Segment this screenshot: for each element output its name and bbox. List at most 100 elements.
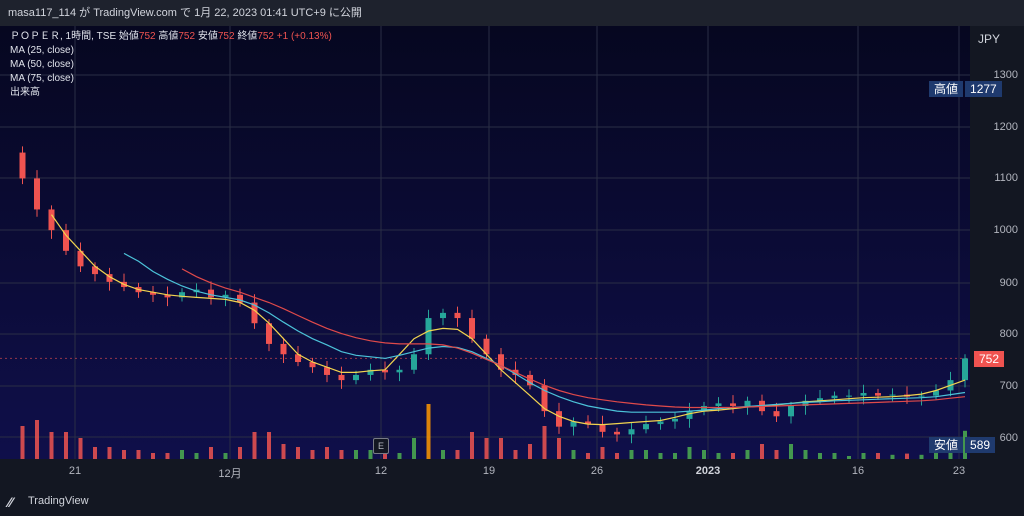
volume-bar-23 [339, 450, 344, 459]
candle-body-5 [77, 250, 84, 267]
candle-body-51 [744, 400, 751, 406]
price-axis[interactable]: JPY 1300 1200 1100 1000 900 800 700 600 [970, 26, 1024, 485]
candle-body-26 [382, 369, 388, 373]
legend-ma75[interactable]: MA (75, close) [10, 73, 74, 84]
volume-bar-45 [658, 453, 663, 459]
volume-bar-62 [905, 453, 909, 459]
volume-bar-51 [745, 450, 750, 459]
candle-body-39 [570, 421, 577, 427]
volume-bar-18 [267, 432, 271, 459]
earnings-event-marker[interactable]: E [373, 438, 389, 454]
change-value: +1 (+0.13%) [276, 31, 332, 42]
candle-body-7 [106, 274, 113, 282]
candle-body-50 [730, 403, 736, 406]
symbol-line[interactable]: ＰＯＰＥＲ, 1時間, TSE [10, 31, 117, 42]
tradingview-logo-icon: ⁄⁄ [8, 494, 13, 510]
volume-bar-31 [455, 450, 460, 459]
volume-bar-56 [818, 453, 822, 459]
candle-body-61 [889, 394, 896, 396]
legend-ma25[interactable]: MA (25, close) [10, 45, 74, 56]
candle-body-66 [962, 358, 968, 381]
y-tick-800: 800 [999, 328, 1018, 340]
volume-bar-21 [310, 450, 315, 459]
candle-body-38 [556, 411, 562, 427]
volume-bar-52 [760, 444, 764, 459]
volume-bar-7 [107, 447, 112, 459]
x-tick-23: 23 [952, 465, 966, 477]
candle-body-58 [846, 395, 852, 397]
candle-body-19 [280, 343, 287, 355]
ma-line-1 [51, 214, 966, 426]
chart-area[interactable] [0, 26, 970, 459]
x-tick-26: 26 [590, 465, 604, 477]
volume-bar-43 [629, 450, 634, 459]
high-badge-label: 高値 [929, 81, 964, 97]
volume-bar-64 [934, 450, 938, 459]
ma-line-2 [123, 252, 966, 413]
candle-body-64 [933, 390, 939, 396]
candle-body-6 [92, 266, 98, 275]
candle-body-36 [527, 374, 533, 386]
volume-bar-8 [122, 450, 126, 459]
volume-bar-53 [774, 450, 779, 459]
y-tick-600: 600 [999, 432, 1018, 444]
volume-bar-57 [832, 453, 837, 459]
y-tick-1000: 1000 [993, 224, 1018, 236]
low-value: 752 [217, 31, 235, 42]
volume-bar-24 [354, 450, 358, 459]
candle-body-29 [425, 318, 432, 355]
legend-ma50[interactable]: MA (50, close) [10, 59, 74, 70]
candle-body-47 [686, 411, 693, 419]
candle-body-23 [338, 374, 345, 381]
volume-bar-58 [847, 456, 851, 459]
candle-body-31 [454, 312, 461, 319]
y-tick-1100: 1100 [994, 172, 1018, 184]
volume-bar-29 [426, 404, 431, 459]
volume-bar-6 [93, 447, 97, 459]
volume-bar-41 [600, 447, 605, 459]
volume-bar-46 [673, 453, 677, 459]
volume-bar-2 [35, 420, 39, 459]
publish-header: masa117_114 が TradingView.com で 1月 22, 2… [0, 0, 1024, 26]
volume-bar-34 [499, 438, 503, 459]
candle-body-20 [295, 354, 301, 363]
candle-body-41 [599, 424, 606, 432]
candle-body-57 [831, 395, 838, 399]
volume-bar-27 [397, 453, 402, 459]
candle-body-27 [396, 369, 403, 373]
volume-bar-33 [484, 438, 489, 459]
volume-bar-42 [615, 453, 619, 459]
volume-bar-59 [861, 453, 866, 459]
candle-body-1 [19, 152, 26, 179]
volume-bar-32 [470, 432, 474, 459]
ma-line-3 [181, 268, 966, 409]
volume-bar-39 [571, 450, 576, 459]
time-axis[interactable]: 21 12月 12 19 26 2023 16 23 [0, 459, 970, 485]
candle-body-25 [367, 369, 374, 375]
currency-label: JPY [978, 32, 1001, 46]
x-tick-dec: 12月 [218, 468, 242, 480]
x-tick-2023: 2023 [695, 465, 721, 477]
volume-bar-60 [876, 453, 880, 459]
volume-bar-55 [803, 450, 808, 459]
legend-volume[interactable]: 出来高 [10, 87, 40, 98]
candle-body-11 [164, 294, 171, 298]
candle-body-60 [875, 393, 881, 396]
volume-bar-48 [702, 450, 706, 459]
candle-body-3 [48, 209, 55, 231]
x-tick-16: 16 [851, 465, 865, 477]
low-label: 安値 [197, 31, 218, 42]
volume-bar-38 [557, 438, 561, 459]
candle-body-28 [411, 354, 417, 370]
high-badge: 高値 1277 [929, 81, 1002, 97]
volume-bar-22 [325, 447, 329, 459]
volume-bar-3 [49, 432, 54, 459]
candle-body-30 [440, 312, 446, 319]
candle-body-15 [222, 294, 229, 298]
volume-bar-17 [252, 432, 257, 459]
volume-bar-30 [441, 450, 445, 459]
high-label: 高値 [158, 31, 179, 42]
low-badge: 安値 589 [929, 437, 996, 453]
candle-body-2 [34, 178, 40, 210]
